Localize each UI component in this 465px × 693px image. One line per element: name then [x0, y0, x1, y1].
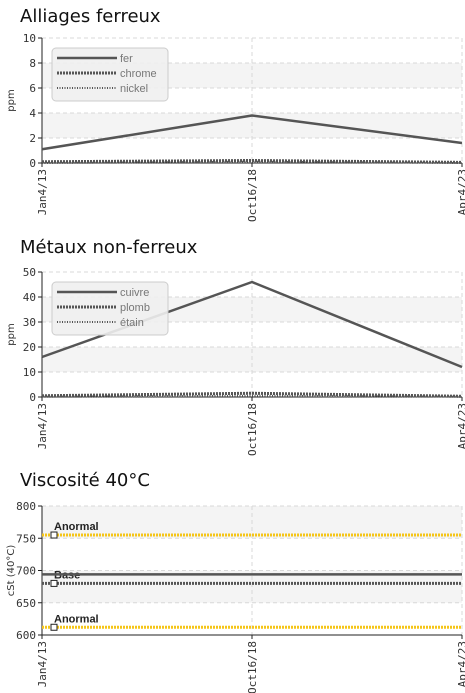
x-tick-label: Apr4/23 [456, 403, 465, 449]
y-tick-label: 2 [29, 132, 36, 145]
legend-label: fer [120, 53, 133, 65]
y-tick-label: 0 [29, 391, 36, 404]
y-tick-label: 30 [23, 316, 36, 329]
legend-label: étain [120, 317, 144, 329]
reference-marker [50, 579, 58, 587]
y-tick-label: 6 [29, 82, 36, 95]
y-tick-label: 8 [29, 57, 36, 70]
x-tick-label: Jan4/13 [36, 403, 49, 449]
x-tick-label: Jan4/13 [36, 169, 49, 215]
y-tick-label: 600 [16, 629, 36, 642]
y-tick-label: 50 [23, 266, 36, 279]
reference-label: Anormal [54, 521, 99, 533]
x-tick-label: Apr4/23 [456, 169, 465, 215]
legend-label: cuivre [120, 287, 149, 299]
series-line [41, 394, 463, 398]
chart-plot: 0 2 4 6 8 10 ppm Jan4/13 Oct16/18 Apr4/23 fer chrom… [6, 32, 465, 222]
y-axis-label: ppm [6, 89, 17, 111]
series-line [41, 160, 463, 164]
y-tick-label: 0 [29, 157, 36, 170]
x-tick-label: Oct16/18 [246, 641, 259, 693]
chart-title: Métaux non-ferreux [20, 237, 198, 258]
y-tick-label: 700 [16, 565, 36, 578]
y-tick-label: 650 [16, 597, 36, 610]
chart-non-ferrous-metals: Métaux non-ferreux 0 10 20 30 40 50 ppm Jan4/13… [0, 237, 465, 456]
x-tick-label: Oct16/18 [246, 403, 259, 456]
reference-marker [50, 623, 58, 631]
y-axis-label: ppm [6, 323, 17, 345]
chart-plot: 0 10 20 30 40 50 ppm Jan4/13 Oct16/18 Apr4/23 cuiv… [6, 266, 465, 456]
x-tick-label: Oct16/18 [246, 169, 259, 222]
series-line [41, 391, 463, 398]
reference-label: Anormal [54, 613, 99, 625]
y-tick-label: 4 [29, 107, 36, 120]
x-tick-label: Apr4/23 [456, 641, 465, 687]
chart-plot: 600 650 700 750 800 cSt (40°C) Jan4/13 Oct16/18… [6, 500, 465, 693]
series-line [41, 159, 463, 164]
y-tick-label: 20 [23, 341, 36, 354]
chart-title: Viscosité 40°C [20, 470, 150, 491]
legend-label: nickel [120, 83, 148, 95]
y-tick-label: 800 [16, 500, 36, 513]
series-line [41, 114, 463, 151]
reference-marker [50, 531, 58, 539]
chart-title: Alliages ferreux [20, 6, 161, 27]
y-tick-label: 40 [23, 291, 36, 304]
y-tick-label: 10 [23, 366, 36, 379]
y-axis-label: cSt (40°C) [6, 545, 17, 597]
y-tick-label: 10 [23, 32, 36, 45]
chart-ferrous-alloys: Alliages ferreux 0 2 4 6 8 10 ppm Jan4/13 Oct16/… [0, 6, 465, 222]
legend-label: plomb [120, 302, 150, 314]
y-tick-label: 750 [16, 532, 36, 545]
chart-viscosity-40c: Viscosité 40°C 600 650 700 750 800 cSt (40°C)… [0, 470, 465, 693]
x-tick-label: Jan4/13 [36, 641, 49, 687]
legend-label: chrome [120, 68, 157, 80]
